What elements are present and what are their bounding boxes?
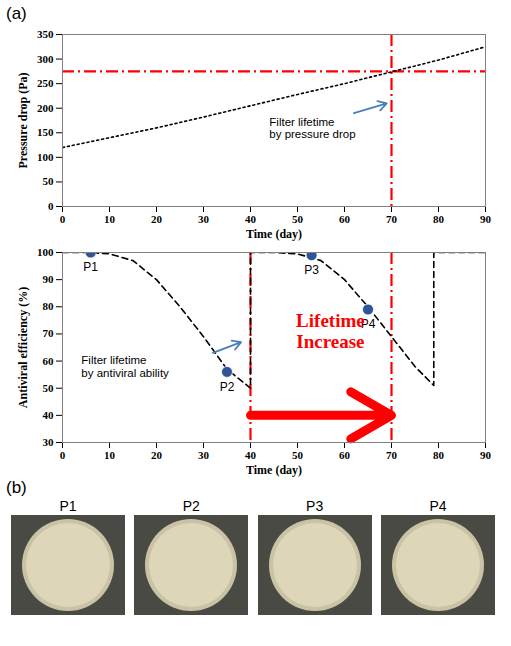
html-text:P4: P4	[429, 498, 447, 514]
svg-text:Time (day): Time (day)	[246, 463, 302, 477]
html-text:P3: P3	[306, 498, 324, 514]
svg-text:30: 30	[198, 449, 210, 461]
svg-text:50: 50	[292, 213, 304, 225]
svg-text:100: 100	[37, 151, 54, 163]
svg-text:350: 350	[37, 28, 54, 40]
svg-text:80: 80	[43, 300, 55, 312]
svg-text:60: 60	[339, 213, 351, 225]
svg-text:80: 80	[433, 449, 445, 461]
svg-text:60: 60	[339, 449, 351, 461]
svg-text:Time (day): Time (day)	[246, 227, 302, 241]
svg-text:200: 200	[37, 102, 54, 114]
svg-text:Filter lifetimeby antiviral ab: Filter lifetimeby antiviral ability	[81, 354, 169, 379]
svg-text:250: 250	[37, 77, 54, 89]
svg-text:30: 30	[43, 436, 55, 448]
svg-text:40: 40	[245, 449, 257, 461]
svg-text:70: 70	[386, 449, 398, 461]
svg-text:30: 30	[198, 213, 210, 225]
svg-text:Pressure drop (Pa): Pressure drop (Pa)	[16, 73, 30, 169]
svg-text:70: 70	[386, 213, 398, 225]
svg-text:P1: P1	[83, 260, 98, 274]
svg-text:90: 90	[480, 213, 492, 225]
svg-text:80: 80	[433, 213, 445, 225]
svg-text:Antiviral efficiency (%): Antiviral efficiency (%)	[16, 287, 30, 408]
svg-text:10: 10	[104, 449, 116, 461]
svg-text:50: 50	[43, 382, 55, 394]
html-text:(b): (b)	[6, 478, 27, 497]
html-text:(a): (a)	[6, 4, 27, 23]
svg-text:P2: P2	[220, 380, 235, 394]
svg-text:300: 300	[37, 53, 54, 65]
svg-text:90: 90	[43, 273, 55, 285]
svg-text:P4: P4	[360, 317, 376, 332]
svg-text:0: 0	[48, 200, 54, 212]
html-text:P1: P1	[59, 498, 77, 514]
svg-text:50: 50	[43, 175, 55, 187]
svg-text:50: 50	[292, 449, 304, 461]
svg-text:LifetimeIncrease: LifetimeIncrease	[296, 310, 365, 352]
svg-text:20: 20	[151, 449, 163, 461]
svg-text:0: 0	[60, 213, 66, 225]
svg-text:150: 150	[37, 126, 54, 138]
svg-text:10: 10	[104, 213, 116, 225]
html-text:P2: P2	[182, 498, 200, 514]
svg-text:90: 90	[480, 449, 492, 461]
svg-text:20: 20	[151, 213, 163, 225]
svg-text:100: 100	[37, 246, 54, 258]
svg-text:0: 0	[60, 449, 66, 461]
svg-text:70: 70	[43, 327, 55, 339]
svg-text:P3: P3	[304, 263, 319, 277]
svg-text:60: 60	[43, 355, 55, 367]
svg-text:40: 40	[43, 409, 55, 421]
svg-text:40: 40	[245, 213, 257, 225]
svg-text:Filter lifetimeby pressure dro: Filter lifetimeby pressure drop	[269, 116, 355, 141]
